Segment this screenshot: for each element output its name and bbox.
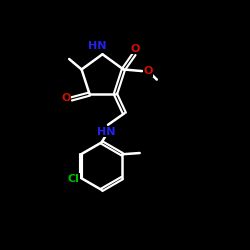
Text: Cl: Cl (68, 174, 80, 184)
Text: HN: HN (88, 41, 106, 51)
Text: O: O (143, 66, 152, 76)
Text: O: O (131, 44, 140, 54)
Text: HN: HN (97, 127, 115, 137)
Text: O: O (61, 93, 71, 103)
